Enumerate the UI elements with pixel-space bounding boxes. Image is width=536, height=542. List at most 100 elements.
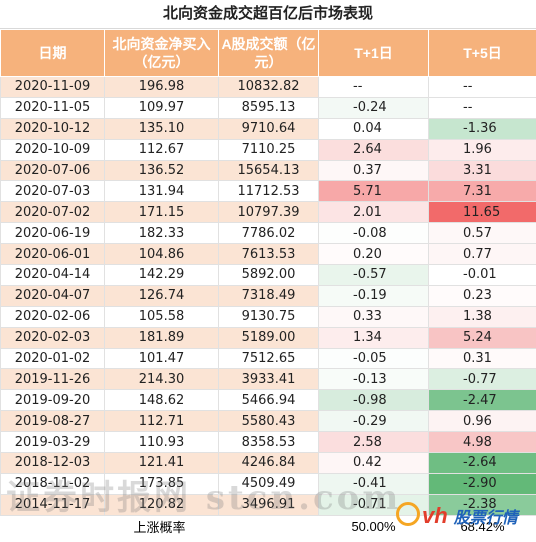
row-t1: 0.20 <box>318 243 429 266</box>
row-t1: 1.34 <box>318 326 429 349</box>
row-t1: 2.64 <box>318 138 429 161</box>
row-net-buy: 101.47 <box>104 347 219 370</box>
row-t1: -0.05 <box>318 347 429 370</box>
row-a-turnover: 4246.84 <box>218 452 319 474</box>
row-date: 2020-06-01 <box>0 243 105 266</box>
row-t5: -1.36 <box>428 117 536 140</box>
row-t5: -2.90 <box>428 472 536 495</box>
table-row: 2020-06-19 182.33 7786.02 -0.08 0.57 <box>0 222 536 245</box>
row-t5: 0.31 <box>428 347 536 370</box>
row-a-turnover: 8358.53 <box>218 431 319 454</box>
row-t1: -0.57 <box>318 264 429 286</box>
row-t1: 5.71 <box>318 180 429 203</box>
row-t5: 5.24 <box>428 326 536 349</box>
row-t5: 4.98 <box>428 431 536 454</box>
row-t5: 0.23 <box>428 284 536 307</box>
summary-row: 上涨概率 50.00% 68.42% <box>0 515 536 538</box>
row-net-buy: 112.71 <box>104 410 219 433</box>
row-date: 2019-03-29 <box>0 431 105 454</box>
market-performance-table: 日期 北向资金净买入（亿元） A股成交额（亿元） T+1日 T+5日 2020-… <box>0 29 536 538</box>
summary-t5: 68.42% <box>428 515 536 538</box>
table-row: 2020-02-06 105.58 9130.75 0.33 1.38 <box>0 305 536 328</box>
row-t5: 11.65 <box>428 201 536 224</box>
row-net-buy: 126.74 <box>104 284 219 307</box>
table-row: 2020-07-02 171.15 10797.39 2.01 11.65 <box>0 201 536 224</box>
row-a-turnover: 5892.00 <box>218 264 319 286</box>
row-a-turnover: 5466.94 <box>218 389 319 412</box>
row-date: 2020-04-14 <box>0 264 105 286</box>
row-net-buy: 135.10 <box>104 117 219 140</box>
row-a-turnover: 10832.82 <box>218 76 319 98</box>
row-a-turnover: 8595.13 <box>218 96 319 119</box>
table-row: 2020-07-03 131.94 11712.53 5.71 7.31 <box>0 180 536 203</box>
row-net-buy: 110.93 <box>104 431 219 454</box>
row-net-buy: 173.85 <box>104 472 219 495</box>
row-t5: 0.57 <box>428 222 536 245</box>
row-a-turnover: 3933.41 <box>218 368 319 391</box>
table-row: 2020-11-09 196.98 10832.82 -- -- <box>0 76 536 98</box>
row-date: 2020-07-06 <box>0 159 105 182</box>
table-row: 2019-11-26 214.30 3933.41 -0.13 -0.77 <box>0 368 536 391</box>
summary-t1: 50.00% <box>318 515 429 538</box>
row-date: 2020-06-19 <box>0 222 105 245</box>
table-row: 2020-02-03 181.89 5189.00 1.34 5.24 <box>0 326 536 349</box>
row-net-buy: 181.89 <box>104 326 219 349</box>
row-t1: -- <box>318 76 429 98</box>
row-net-buy: 121.41 <box>104 452 219 474</box>
row-t1: 0.33 <box>318 305 429 328</box>
row-t5: -0.77 <box>428 368 536 391</box>
row-a-turnover: 10797.39 <box>218 201 319 224</box>
summary-label: 上涨概率 <box>0 515 319 538</box>
table-row: 2020-10-09 112.67 7110.25 2.64 1.96 <box>0 138 536 161</box>
row-a-turnover: 7786.02 <box>218 222 319 245</box>
row-t5: 3.31 <box>428 159 536 182</box>
row-a-turnover: 7110.25 <box>218 138 319 161</box>
row-net-buy: 120.82 <box>104 493 219 516</box>
row-t1: -0.41 <box>318 472 429 495</box>
row-date: 2020-11-09 <box>0 76 105 98</box>
row-date: 2018-11-02 <box>0 472 105 495</box>
row-date: 2019-11-26 <box>0 368 105 391</box>
row-net-buy: 131.94 <box>104 180 219 203</box>
table-row: 2020-06-01 104.86 7613.53 0.20 0.77 <box>0 243 536 266</box>
row-t1: 0.04 <box>318 117 429 140</box>
table-row: 2018-11-02 173.85 4509.49 -0.41 -2.90 <box>0 472 536 495</box>
row-a-turnover: 11712.53 <box>218 180 319 203</box>
row-net-buy: 142.29 <box>104 264 219 286</box>
header-date: 日期 <box>0 29 105 77</box>
row-date: 2020-07-02 <box>0 201 105 224</box>
header-t5: T+5日 <box>428 29 536 77</box>
row-a-turnover: 3496.91 <box>218 493 319 516</box>
row-a-turnover: 4509.49 <box>218 472 319 495</box>
row-t1: 2.58 <box>318 431 429 454</box>
row-date: 2019-09-20 <box>0 389 105 412</box>
row-t1: 2.01 <box>318 201 429 224</box>
table-row: 2020-11-05 109.97 8595.13 -0.24 -- <box>0 96 536 119</box>
row-date: 2020-04-07 <box>0 284 105 307</box>
row-net-buy: 196.98 <box>104 76 219 98</box>
row-t1: 0.37 <box>318 159 429 182</box>
row-t5: 1.96 <box>428 138 536 161</box>
row-t1: -0.98 <box>318 389 429 412</box>
row-net-buy: 105.58 <box>104 305 219 328</box>
row-net-buy: 112.67 <box>104 138 219 161</box>
row-date: 2020-10-09 <box>0 138 105 161</box>
table-row: 2020-04-07 126.74 7318.49 -0.19 0.23 <box>0 284 536 307</box>
row-a-turnover: 5580.43 <box>218 410 319 433</box>
row-a-turnover: 7318.49 <box>218 284 319 307</box>
row-date: 2018-12-03 <box>0 452 105 474</box>
table-row: 2020-04-14 142.29 5892.00 -0.57 -0.01 <box>0 264 536 286</box>
row-t1: -0.29 <box>318 410 429 433</box>
row-t5: 1.38 <box>428 305 536 328</box>
header-row: 日期 北向资金净买入（亿元） A股成交额（亿元） T+1日 T+5日 <box>0 29 536 77</box>
row-net-buy: 148.62 <box>104 389 219 412</box>
row-t5: -2.38 <box>428 493 536 516</box>
row-t1: -0.08 <box>318 222 429 245</box>
row-date: 2020-02-03 <box>0 326 105 349</box>
row-a-turnover: 9710.64 <box>218 117 319 140</box>
table-row: 2020-07-06 136.52 15654.13 0.37 3.31 <box>0 159 536 182</box>
row-date: 2020-11-05 <box>0 96 105 119</box>
row-date: 2020-10-12 <box>0 117 105 140</box>
row-a-turnover: 15654.13 <box>218 159 319 182</box>
row-t1: 0.42 <box>318 452 429 474</box>
